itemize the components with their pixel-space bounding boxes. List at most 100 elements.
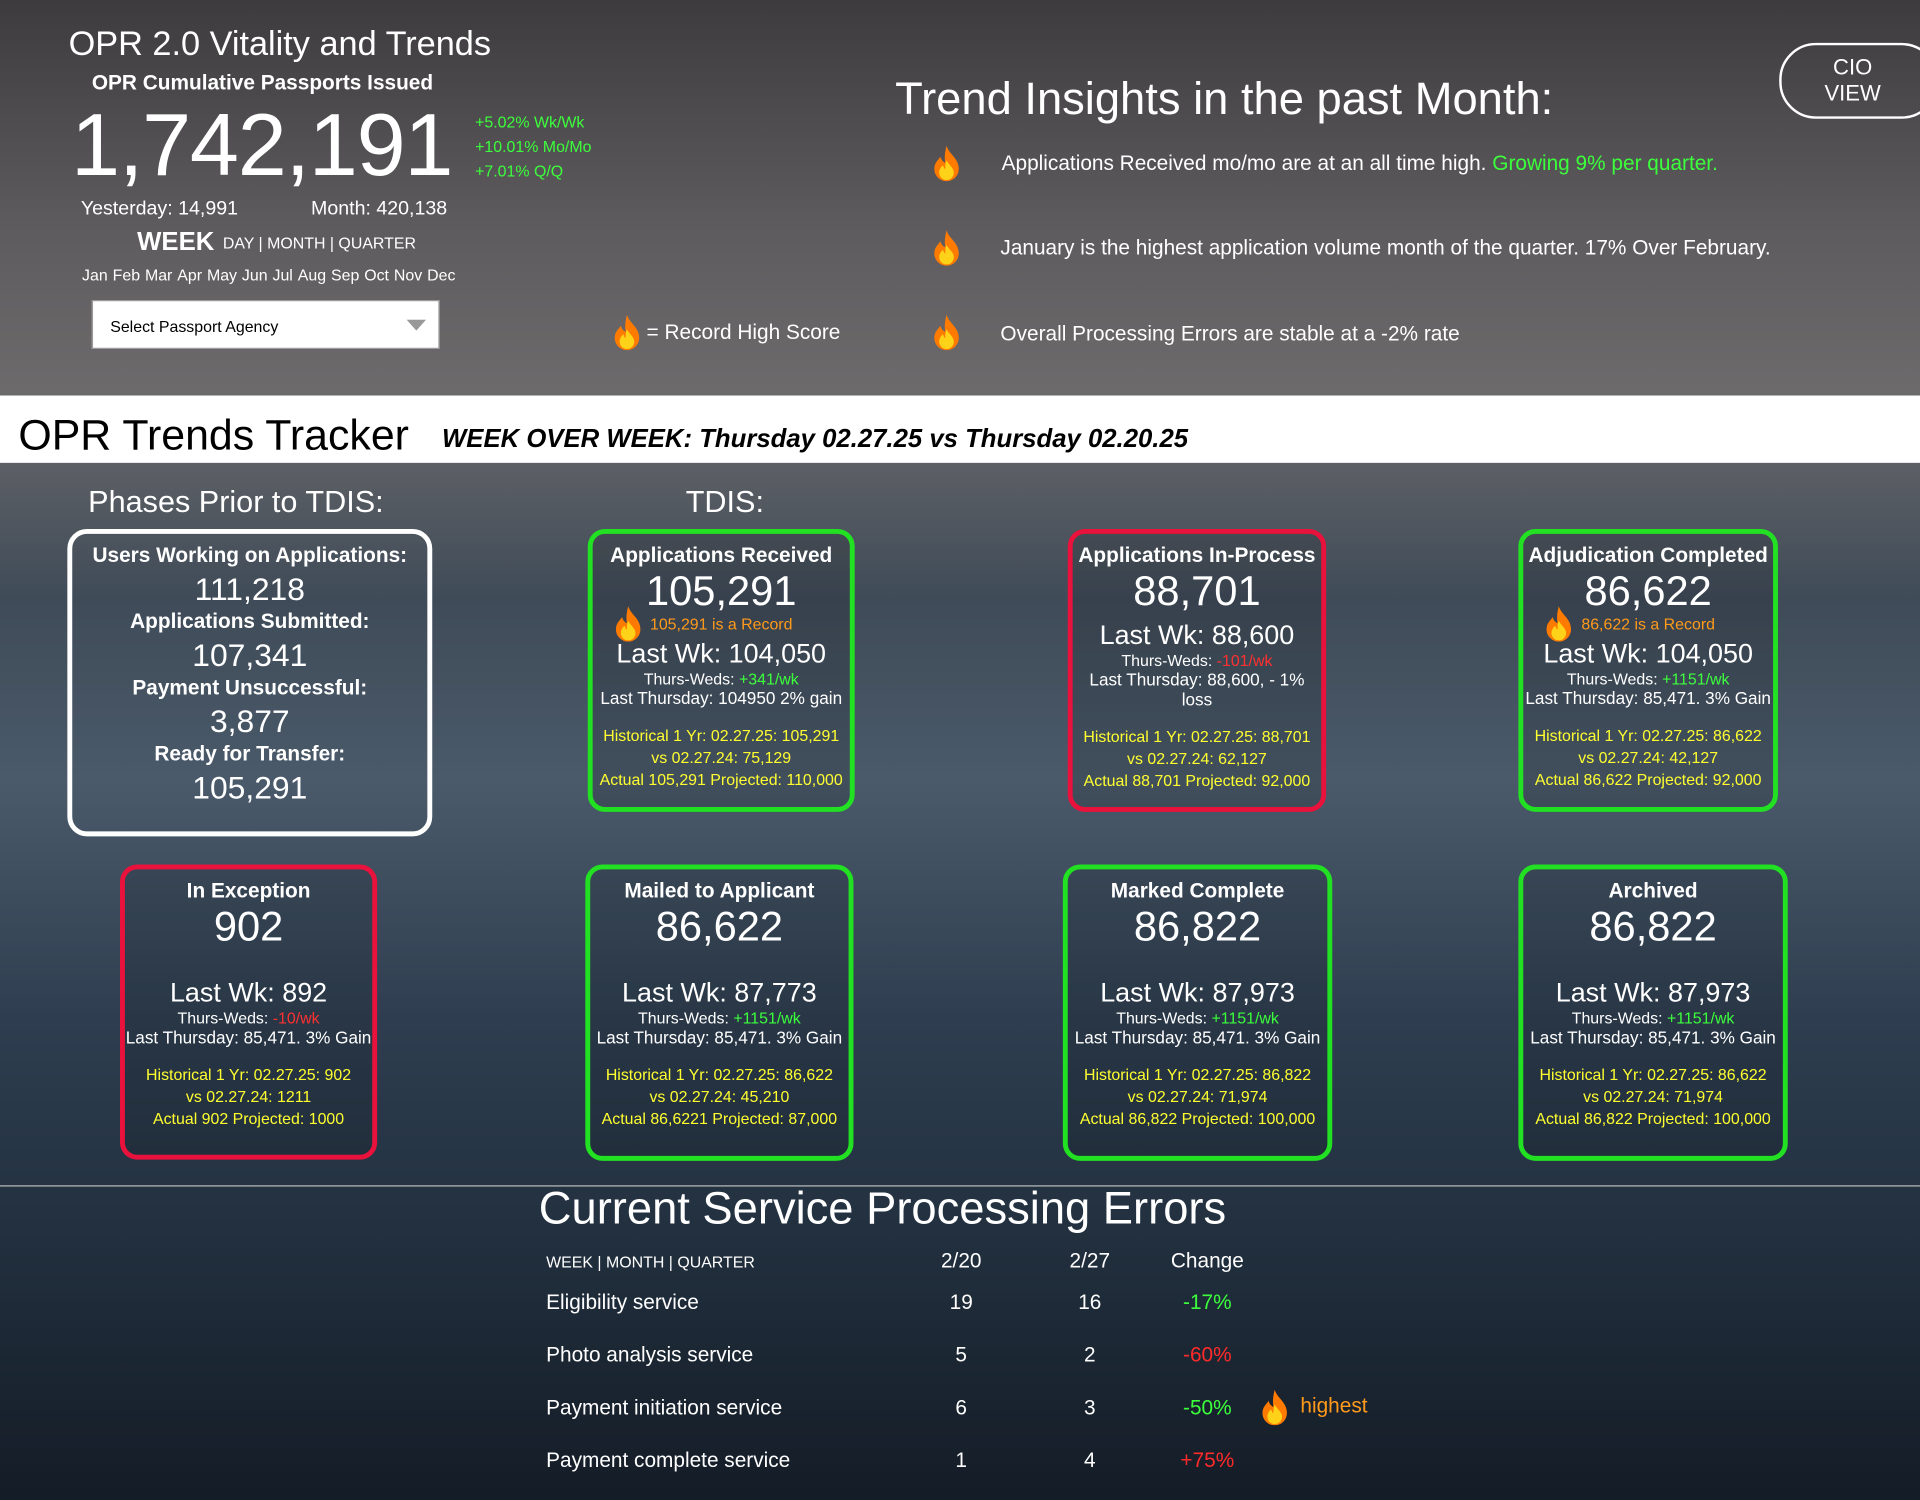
thurs-weds: Thurs-Weds: +1151/wk (1523, 670, 1773, 688)
metric-card: Applications In-Process 88,701 Last Wk: 88… (1067, 528, 1327, 812)
last-thursday: Last Thursday: 85,471. 3% Gain (596, 1027, 843, 1047)
card-value: 86,622 (655, 903, 784, 951)
historical-line: Historical 1 Yr: 02.27.25: 86,822 (1083, 1065, 1312, 1084)
column-header: 2/20 (940, 1248, 982, 1273)
historical: Historical 1 Yr: 02.27.25: 86,622 vs 02.2… (1523, 1064, 1783, 1130)
historical-line: Actual 86,622 Projected: 92,000 (1534, 770, 1762, 789)
period-week[interactable]: WEEK (137, 227, 215, 256)
button-label: CIO VIEW (1824, 55, 1881, 106)
agency-dropdown[interactable]: Select Passport Agency (91, 300, 440, 349)
card-value: 86,822 (1589, 903, 1717, 951)
historical-line: vs 02.27.24: 71,974 (1127, 1087, 1268, 1106)
historical-line: vs 02.27.24: 1211 (185, 1087, 312, 1106)
service-name: Payment complete service (546, 1447, 791, 1472)
thurs-change: -101/wk (1216, 651, 1273, 670)
month-count: Month: 420,138 (311, 198, 448, 220)
historical-line: vs 02.27.24: 42,127 (1578, 748, 1719, 767)
month[interactable]: Nov (393, 265, 423, 285)
tracker-bar (0, 395, 1920, 463)
month[interactable]: Jul (272, 265, 293, 285)
historical: Historical 1 Yr: 02.27.25: 902 vs 02.27.2… (125, 1064, 372, 1130)
thurs-weds: Thurs-Weds: +1151/wk (1068, 1009, 1328, 1027)
flame-icon (931, 313, 963, 350)
month[interactable]: Sep (330, 265, 360, 285)
error-row: Eligibility service 19 16 -17% (546, 1276, 1256, 1329)
historical-line: Actual 86,822 Projected: 100,000 (1535, 1109, 1771, 1128)
legend: = Record High Score (646, 320, 841, 345)
cio-view-button[interactable]: CIO VIEW (1779, 42, 1920, 119)
month[interactable]: Jan (82, 265, 108, 285)
service-name: Eligibility service (546, 1290, 699, 1314)
insight: Overall Processing Errors are stable at … (1000, 322, 1460, 346)
month[interactable]: Mar (144, 265, 173, 285)
thurs-label: Thurs-Weds: (1571, 1008, 1663, 1028)
month[interactable]: Jun (241, 265, 268, 285)
growth: +7.01% Q/Q (475, 161, 564, 181)
column-header: WEEK | MONTH | QUARTER (546, 1252, 755, 1271)
last-week: Last Wk: 87,973 (1100, 977, 1295, 1008)
thurs-weds: Thurs-Weds: +1151/wk (590, 1009, 848, 1027)
note-text: highest (1300, 1394, 1368, 1418)
last-week: Last Wk: 87,773 (622, 977, 817, 1008)
change: -60% (1183, 1342, 1232, 1366)
note: highest (1259, 1389, 1368, 1426)
historical-line: vs 02.27.24: 71,974 (1583, 1087, 1723, 1106)
card-title: Adjudication Completed (1528, 543, 1768, 567)
month[interactable]: Apr (177, 265, 203, 285)
insight-highlight: Growing 9% per quarter. (1492, 151, 1718, 176)
month[interactable]: Dec (427, 265, 456, 285)
month[interactable]: May (206, 265, 238, 285)
historical: Historical 1 Yr: 02.27.25: 86,622 vs 02.2… (590, 1064, 848, 1130)
card-value: 86,622 (1584, 568, 1712, 615)
historical: Historical 1 Yr: 02.27.25: 105,291 vs 02.… (593, 725, 850, 791)
dropdown-arrow (406, 319, 427, 331)
thurs-weds: Thurs-Weds: -10/wk (125, 1009, 372, 1027)
phase-value: 111,218 (194, 570, 305, 608)
thurs-label: Thurs-Weds: (177, 1008, 269, 1028)
growth: +5.02% Wk/Wk (475, 112, 585, 132)
month[interactable]: Aug (297, 265, 327, 285)
curr-count: 16 (1078, 1290, 1102, 1314)
phase-value: 107,341 (192, 636, 308, 674)
prev-count: 1 (955, 1447, 968, 1472)
thurs-change: +1151/wk (1662, 669, 1730, 689)
historical-line: Actual 86,6221 Projected: 87,000 (601, 1109, 838, 1128)
tracker-subtitle: WEEK OVER WEEK: Thursday 02.27.25 vs Thu… (442, 424, 1189, 454)
month[interactable]: Feb (112, 265, 141, 285)
last-thursday: Last Thursday: 85,471. 3% Gain (125, 1027, 372, 1047)
thurs-change: -10/wk (272, 1008, 320, 1028)
month[interactable]: Oct (364, 265, 389, 285)
phase-label: Applications Submitted: (130, 609, 370, 634)
flame-icon (611, 313, 643, 350)
change: -17% (1183, 1290, 1232, 1314)
subtitle: OPR Cumulative Passports Issued (91, 71, 434, 95)
phase-label: Users Working on Applications: (92, 543, 408, 567)
change: +75% (1180, 1447, 1235, 1472)
curr-count: 2 (1083, 1342, 1096, 1366)
prior-phases-box: Users Working on Applications: 111,218 App… (67, 528, 433, 837)
metric-card: Mailed to Applicant 86,622 Last Wk: 87,773… (585, 864, 854, 1161)
card-title: Applications Received (610, 543, 833, 567)
last-thursday: Last Thursday: 85,471. 3% Gain (1074, 1027, 1321, 1047)
period-options[interactable]: DAY | MONTH | QUARTER (222, 233, 416, 253)
prev-count: 6 (955, 1395, 968, 1419)
flame-icon (931, 144, 963, 181)
growth: +10.01% Mo/Mo (475, 137, 592, 156)
historical: Historical 1 Yr: 02.27.25: 86,822 vs 02.2… (1068, 1064, 1328, 1130)
card-title: Archived (1608, 879, 1698, 903)
card-title: In Exception (186, 879, 311, 903)
thurs-change: +341/wk (738, 669, 799, 689)
phase-value: 3,877 (209, 702, 290, 740)
historical-line: Actual 88,701 Projected: 92,000 (1083, 771, 1311, 790)
insight: January is the highest application volum… (1000, 236, 1771, 260)
thurs-change: +1151/wk (1211, 1008, 1279, 1028)
insights-title: Trend Insights in the past Month: (895, 73, 1554, 124)
service-name: Payment initiation service (546, 1395, 783, 1419)
flame-icon (1543, 605, 1575, 642)
yesterday: Yesterday: 14,991 (80, 198, 239, 220)
service-name: Photo analysis service (546, 1342, 754, 1366)
historical-line: vs 02.27.24: 75,129 (651, 748, 792, 767)
record-note: 105,291 is a Record (649, 614, 793, 634)
prev-count: 19 (949, 1290, 973, 1314)
